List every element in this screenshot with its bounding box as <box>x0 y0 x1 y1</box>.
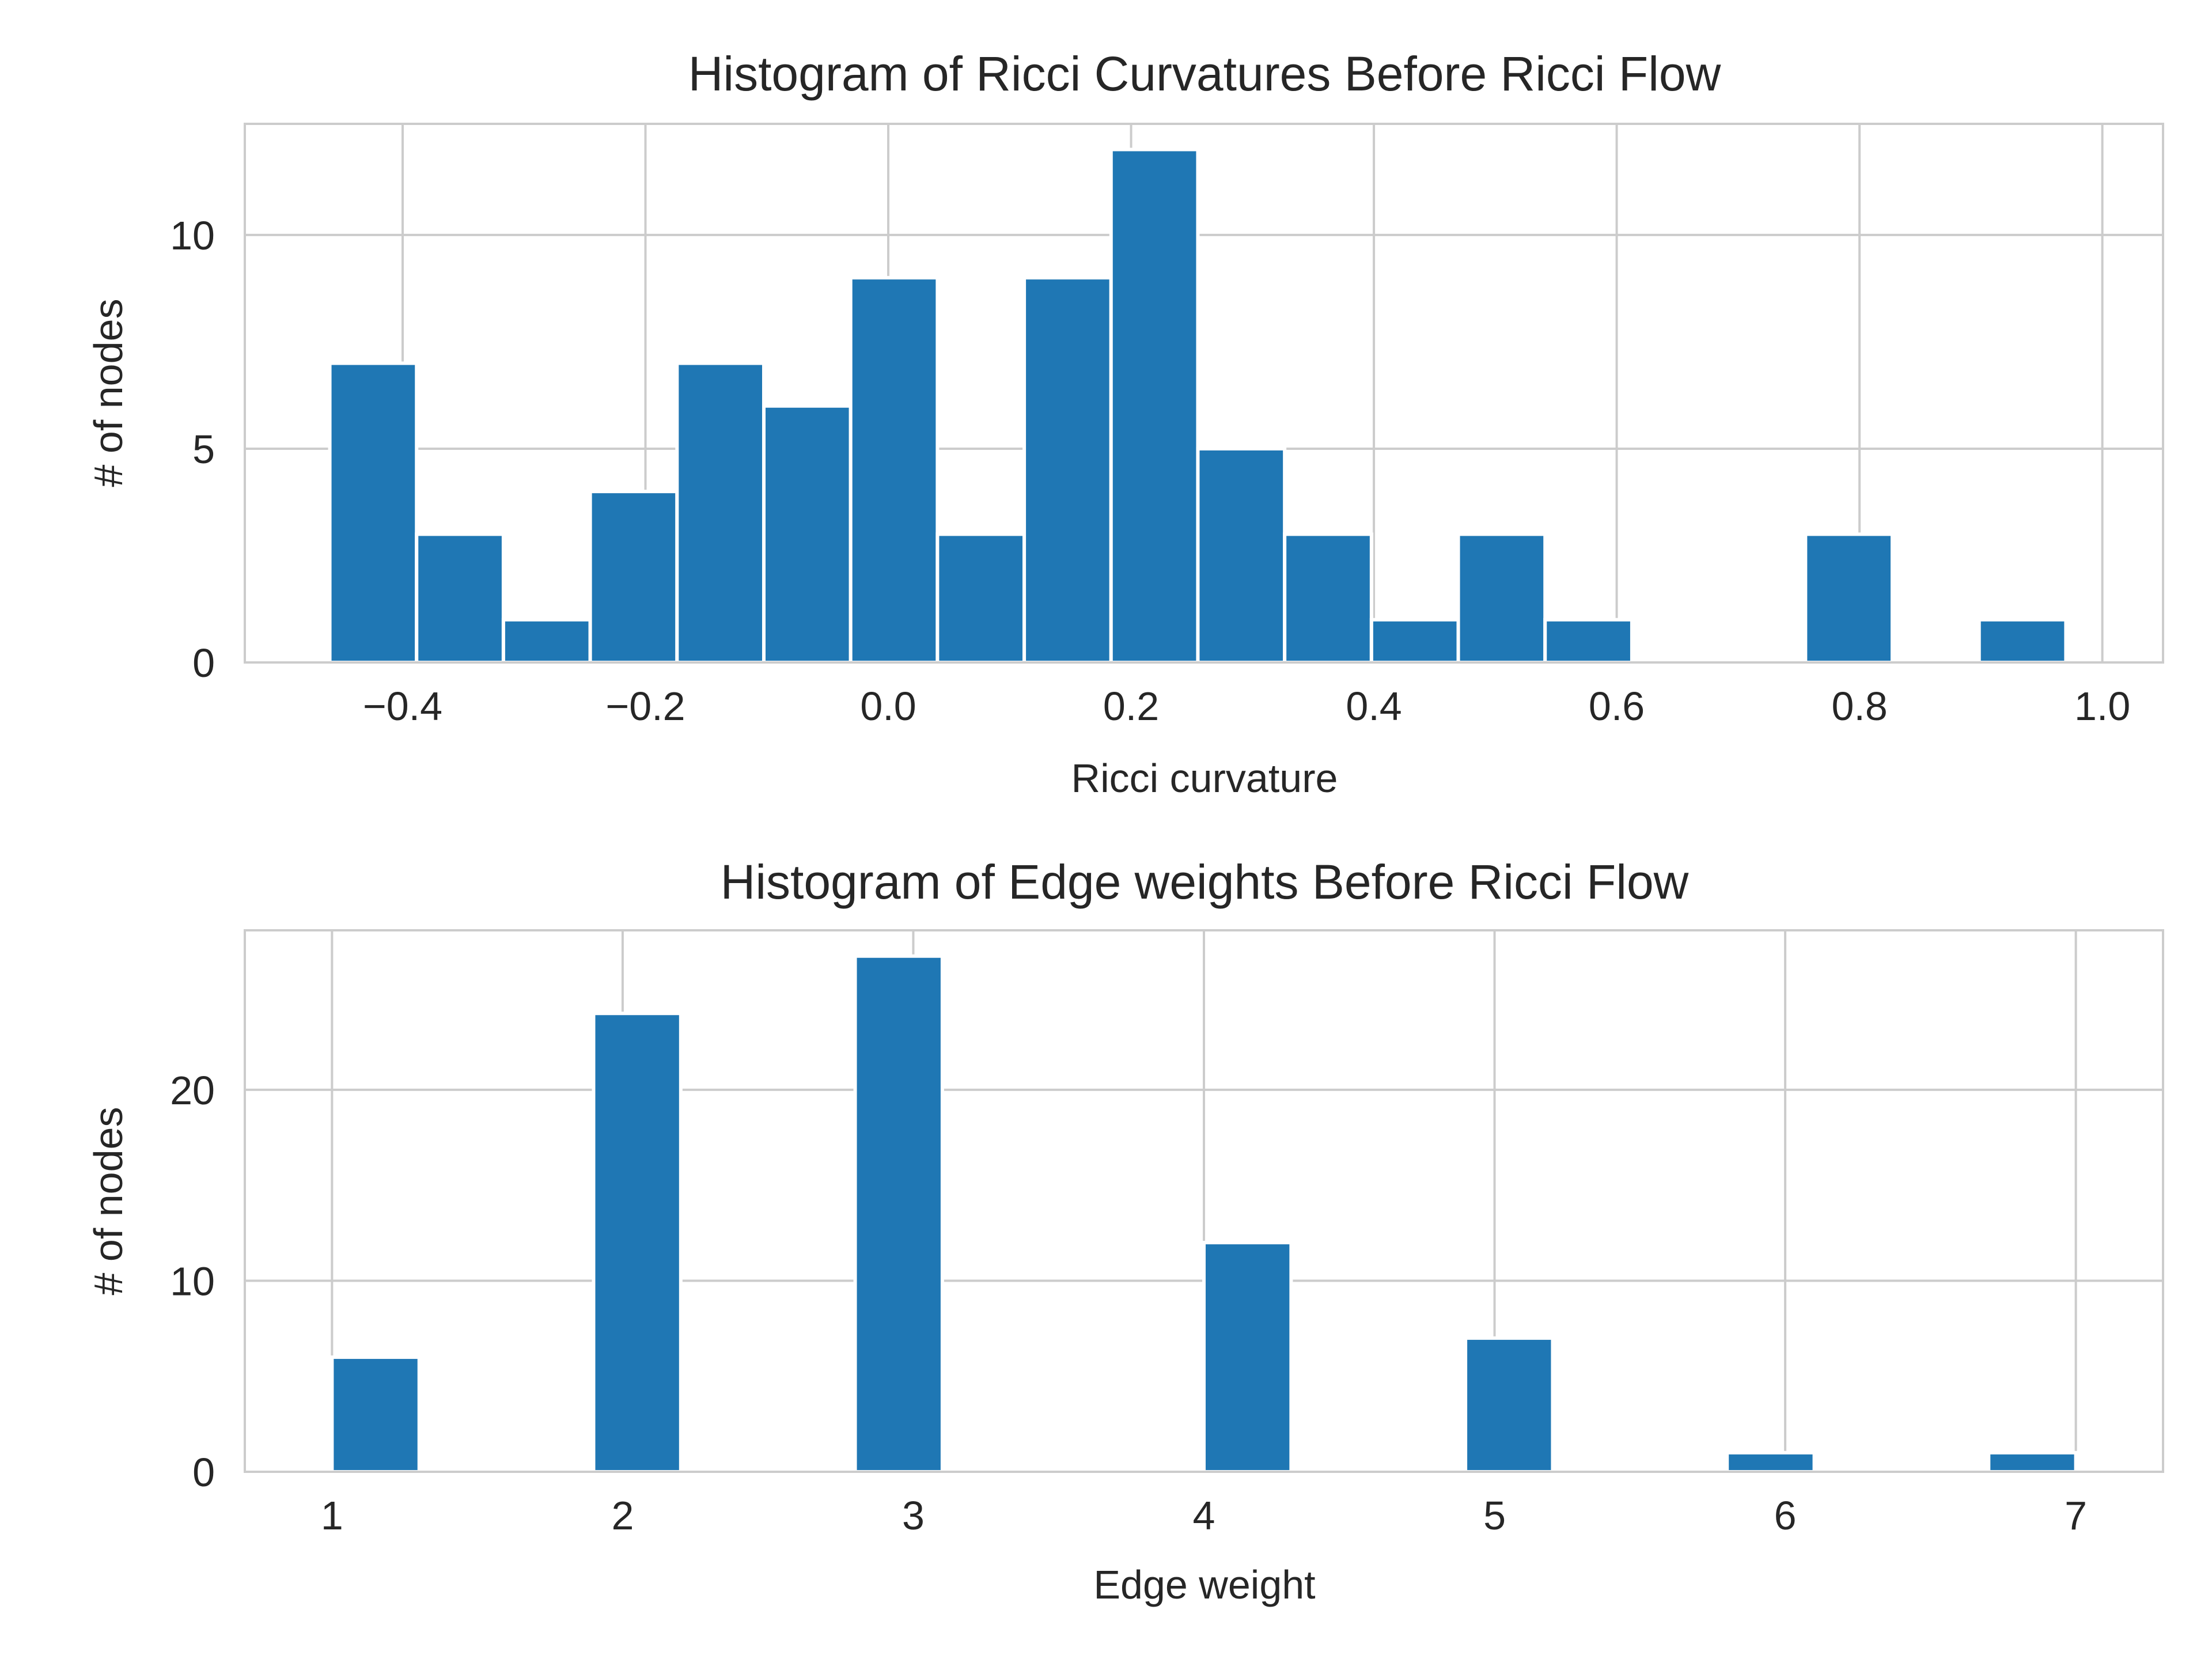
x-tick-label: 5 <box>1483 1493 1506 1538</box>
y-tick-label: 10 <box>170 213 215 258</box>
x-tick-label: 3 <box>902 1493 925 1538</box>
histogram-bar <box>1977 618 2068 665</box>
y-tick-label: 0 <box>192 641 215 685</box>
x-tick-label: 0.0 <box>860 684 916 729</box>
histogram-bar <box>675 361 766 664</box>
x-tick-label: 7 <box>2065 1493 2087 1538</box>
x-axis-label: Ricci curvature <box>1071 756 1338 801</box>
x-tick-label: 0.6 <box>1589 684 1645 729</box>
x-tick-label: 0.8 <box>1831 684 1887 729</box>
histogram-bar <box>592 1012 683 1474</box>
histogram-bar <box>1725 1450 1816 1474</box>
chart-title: Histogram of Ricci Curvatures Before Ric… <box>688 47 1721 101</box>
x-tick-labels: −0.4 −0.2 0.0 0.2 0.4 0.6 0.8 1.0 <box>363 684 2130 729</box>
y-axis-label: # of nodes <box>86 299 131 487</box>
histogram-bar <box>1196 446 1287 664</box>
y-tick-label: 5 <box>192 427 215 472</box>
bars <box>330 954 2078 1474</box>
edge-weight-histogram: Histogram of Edge weights Before Ricci F… <box>86 855 2164 1607</box>
histogram-bar <box>415 532 505 665</box>
histogram-bar <box>501 618 592 665</box>
y-tick-label: 20 <box>170 1068 215 1113</box>
histogram-bar <box>1456 532 1547 665</box>
x-tick-label: 2 <box>611 1493 634 1538</box>
x-tick-label: 6 <box>1774 1493 1797 1538</box>
histogram-bar <box>1804 532 1895 665</box>
histogram-bar <box>1109 147 1200 664</box>
chart-title: Histogram of Edge weights Before Ricci F… <box>721 855 1689 909</box>
x-tick-label: 1.0 <box>2074 684 2130 729</box>
x-tick-label: 1 <box>321 1493 343 1538</box>
x-tick-label: 0.2 <box>1103 684 1159 729</box>
y-tick-labels: 0 10 20 <box>170 1068 215 1495</box>
y-axis-label: # of nodes <box>86 1107 131 1296</box>
histogram-bar <box>1543 618 1634 665</box>
histogram-bar <box>1987 1450 2078 1474</box>
x-tick-label: −0.4 <box>363 684 442 729</box>
histogram-bar <box>762 404 853 664</box>
histogram-bar <box>328 361 419 664</box>
y-tick-labels: 0 5 10 <box>170 213 215 685</box>
histogram-bar <box>588 490 679 665</box>
histogram-bar <box>1022 276 1113 664</box>
y-tick-label: 10 <box>170 1259 215 1304</box>
x-tick-label: −0.2 <box>605 684 685 729</box>
plot-frame <box>244 929 2164 1473</box>
histogram-bar <box>1369 618 1460 665</box>
histogram-bar <box>849 276 940 664</box>
histogram-bar <box>1464 1336 1555 1474</box>
x-axis-label: Edge weight <box>1093 1562 1315 1607</box>
histogram-bar <box>853 954 944 1474</box>
ricci-curvature-histogram: Histogram of Ricci Curvatures Before Ric… <box>86 47 2164 801</box>
histogram-bar <box>330 1355 421 1474</box>
plot-frame <box>244 123 2164 664</box>
histogram-bar <box>935 532 1027 665</box>
x-tick-label: 4 <box>1193 1493 1215 1538</box>
histogram-bar <box>1283 532 1373 665</box>
y-tick-label: 0 <box>192 1450 215 1495</box>
x-tick-label: 0.4 <box>1346 684 1402 729</box>
x-tick-labels: 1 2 3 4 5 6 7 <box>321 1493 2087 1538</box>
histogram-bar <box>1202 1241 1293 1474</box>
